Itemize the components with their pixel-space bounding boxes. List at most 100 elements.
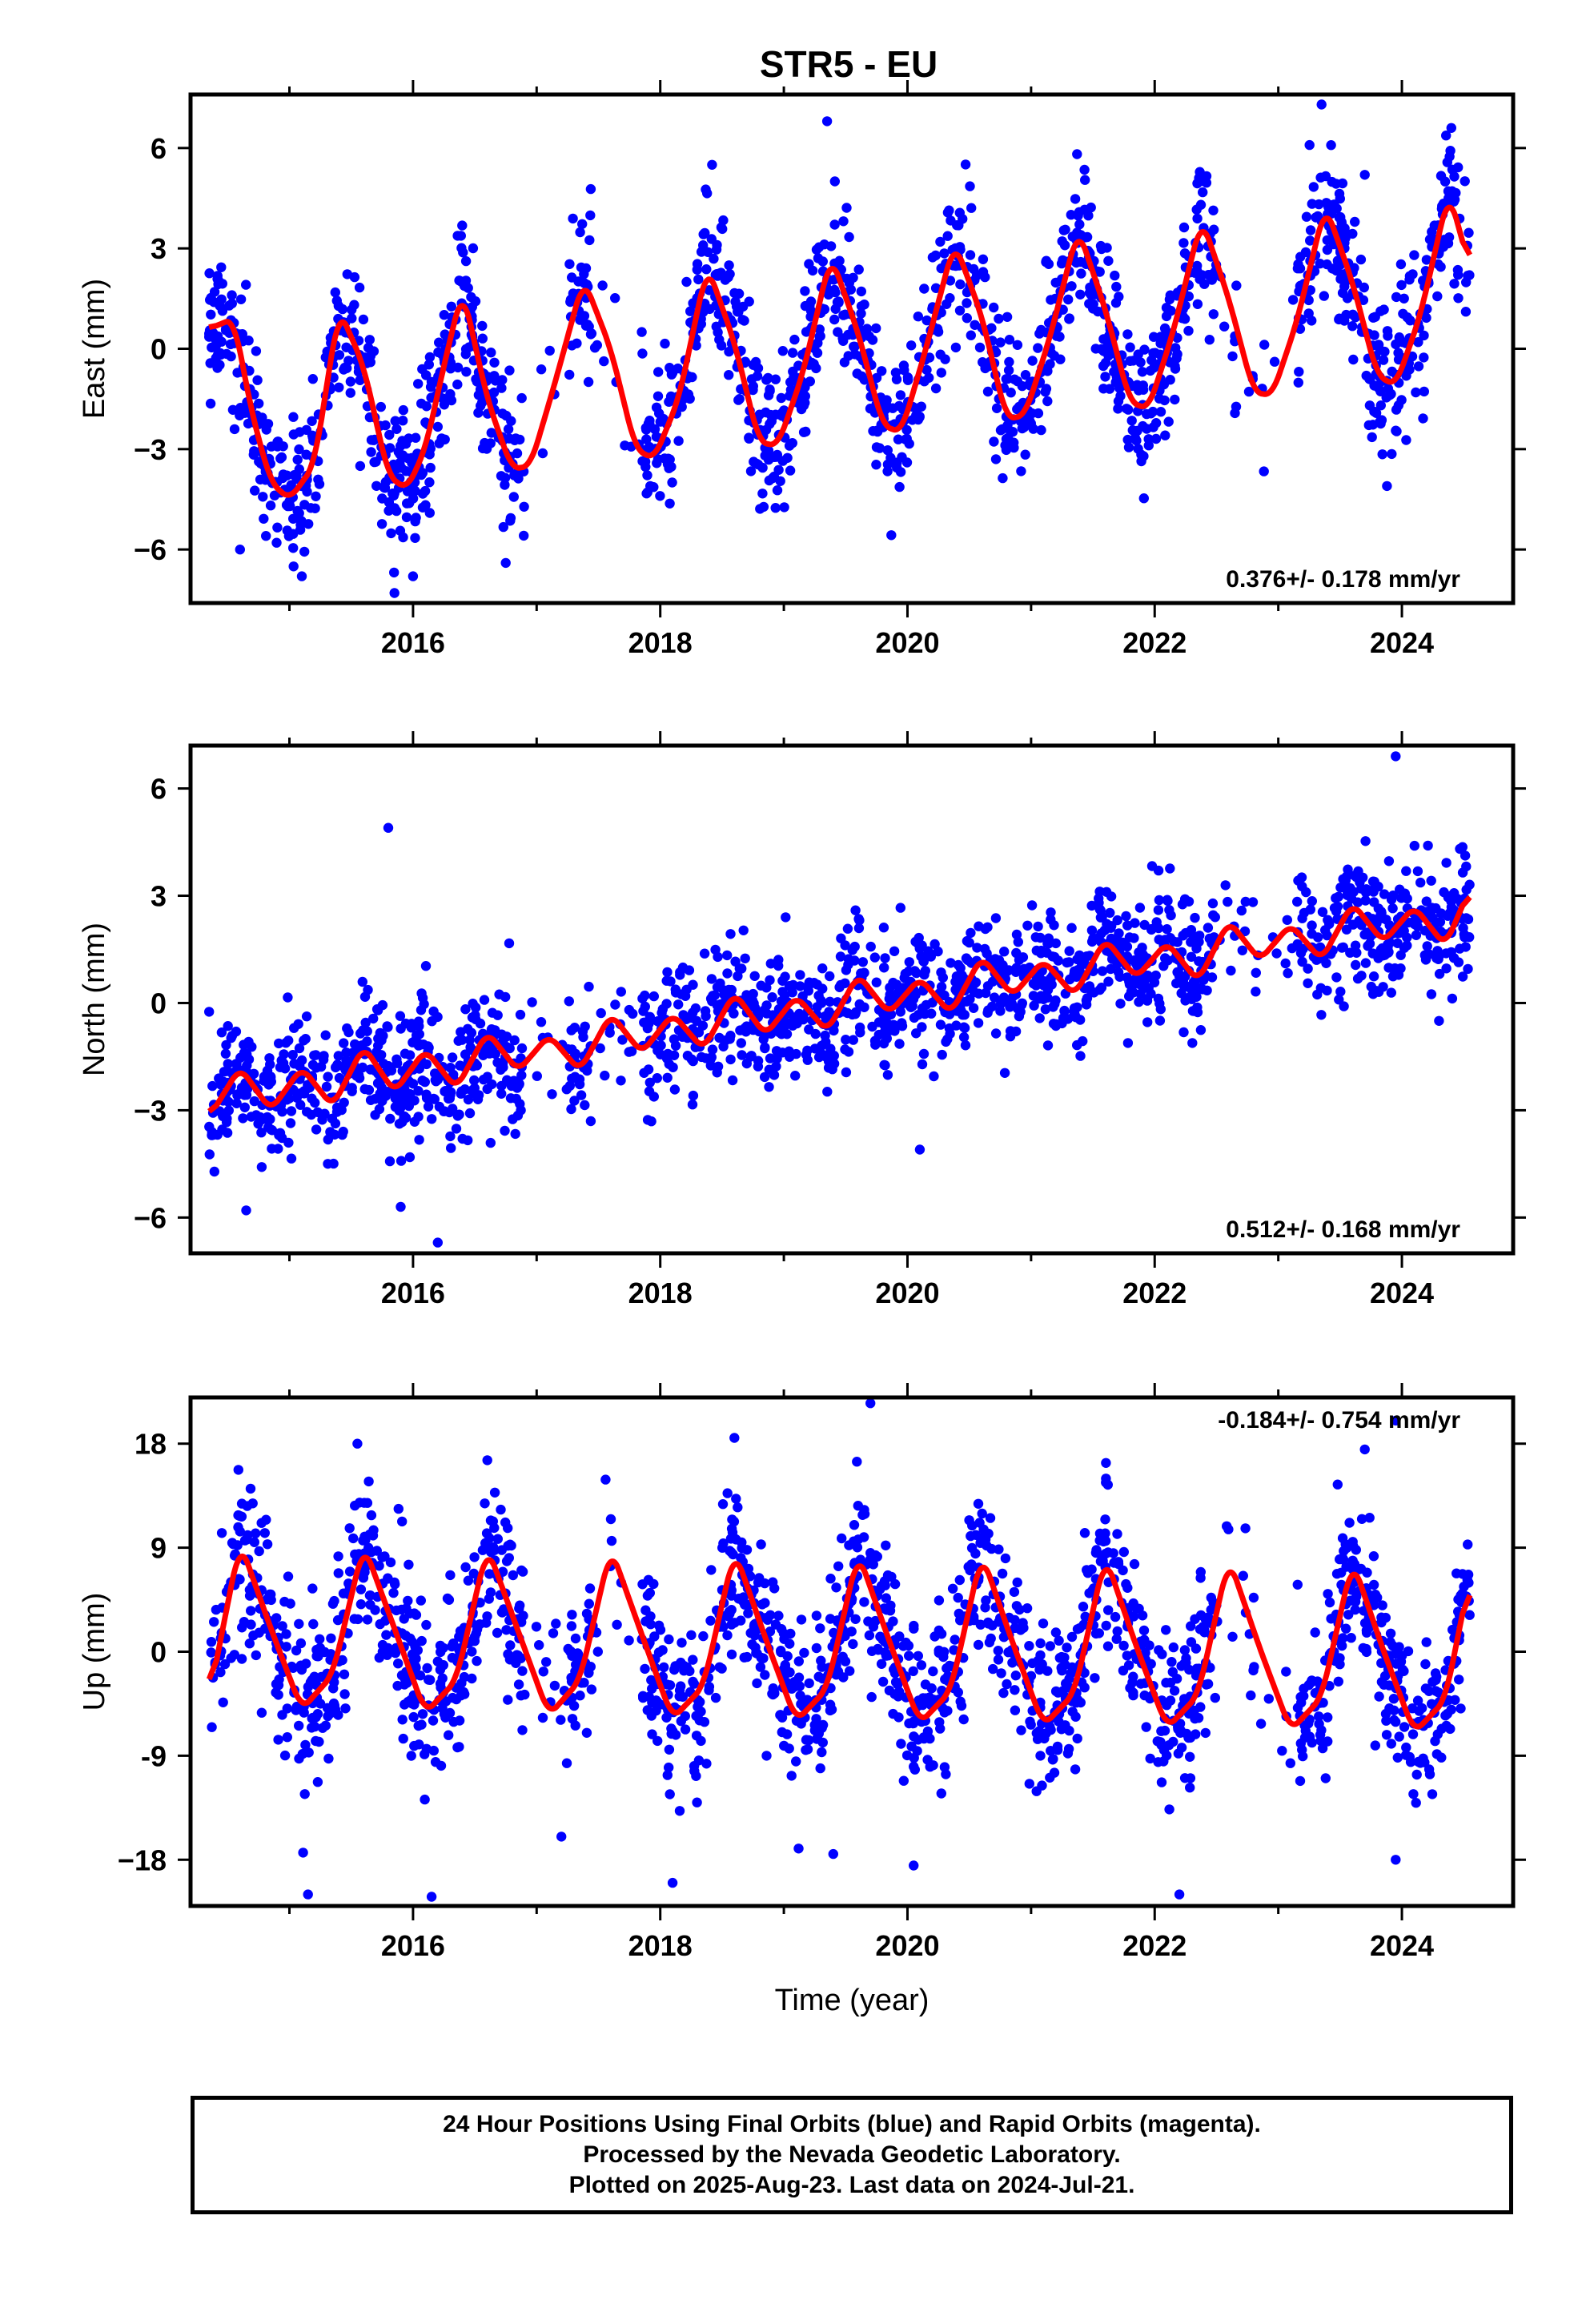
data-point [673, 363, 683, 374]
data-point [775, 476, 785, 486]
data-point [433, 347, 444, 358]
data-point [998, 1632, 1010, 1642]
data-point [1383, 331, 1393, 341]
data-point [1317, 907, 1328, 918]
data-point [263, 419, 274, 429]
data-point [934, 1647, 945, 1659]
data-point [1360, 895, 1371, 906]
data-point [482, 1084, 492, 1095]
data-point [758, 1653, 769, 1663]
data-point [1018, 422, 1030, 432]
data-point [1050, 995, 1061, 1006]
data-point [1249, 1662, 1259, 1672]
data-point [273, 1735, 283, 1745]
data-point [767, 992, 777, 1003]
data-point [1350, 1604, 1360, 1615]
data-point [987, 1001, 998, 1012]
data-point [456, 1027, 466, 1037]
data-point [448, 1104, 458, 1114]
data-point [1135, 988, 1146, 999]
data-point [1001, 433, 1012, 444]
data-point [1411, 930, 1422, 941]
data-point [1415, 877, 1426, 888]
data-point [1317, 1743, 1328, 1754]
data-point [1431, 1749, 1443, 1759]
data-point [718, 1041, 729, 1052]
data-point [1168, 1736, 1178, 1747]
data-point [307, 416, 317, 426]
data-point [460, 1562, 471, 1573]
data-point [997, 964, 1008, 975]
data-point [1161, 303, 1172, 313]
data-point [725, 1054, 736, 1065]
data-point [736, 1038, 746, 1048]
data-point [444, 1730, 454, 1740]
data-point [1347, 894, 1357, 904]
data-point [789, 372, 799, 383]
data-point [1006, 388, 1016, 398]
data-point [1062, 1642, 1072, 1653]
data-point [573, 276, 584, 287]
data-point [363, 343, 374, 353]
data-point [1156, 1777, 1167, 1787]
data-point [954, 305, 966, 316]
data-point [235, 294, 247, 304]
data-point [954, 1574, 966, 1586]
data-point [599, 356, 609, 367]
data-point [859, 300, 869, 310]
data-point [1434, 950, 1444, 961]
data-point [443, 1085, 454, 1096]
data-point [1203, 1679, 1214, 1689]
data-point [1142, 408, 1152, 420]
data-point [1172, 937, 1182, 947]
data-point [417, 502, 428, 513]
data-point [751, 458, 761, 468]
data-point [1392, 938, 1403, 949]
data-point [1122, 1038, 1134, 1048]
data-point [1368, 1579, 1379, 1590]
data-point [421, 1619, 432, 1630]
data-point [958, 1031, 970, 1043]
data-point [287, 1050, 298, 1060]
data-point [222, 1128, 233, 1138]
data-point [848, 272, 858, 283]
data-point [710, 270, 721, 280]
data-point [664, 1762, 674, 1773]
data-point [580, 1100, 590, 1111]
data-point [1161, 1678, 1171, 1688]
data-point [1464, 1610, 1475, 1620]
data-point [259, 513, 269, 524]
data-point [295, 1638, 307, 1649]
data-point [1102, 1641, 1114, 1651]
data-point [964, 937, 974, 948]
data-point [825, 996, 835, 1007]
data-point [537, 1712, 548, 1723]
data-point [1178, 238, 1189, 248]
data-point [439, 310, 449, 320]
data-point [1227, 351, 1238, 362]
data-point [889, 1578, 901, 1590]
data-point [945, 275, 956, 286]
data-point [686, 1012, 697, 1023]
data-point [212, 331, 223, 342]
data-point [1176, 1743, 1187, 1753]
data-point [886, 530, 897, 541]
data-point [394, 1119, 405, 1129]
data-point [990, 454, 1002, 464]
data-point [389, 588, 400, 598]
data-point [376, 1035, 387, 1046]
data-point [1331, 906, 1342, 917]
data-point [1118, 1565, 1128, 1576]
data-point [904, 438, 914, 449]
data-point [956, 1700, 967, 1711]
data-point [605, 1514, 616, 1525]
data-point [430, 1757, 441, 1767]
data-point [811, 1642, 822, 1654]
data-point [771, 1061, 781, 1072]
data-point [1034, 328, 1045, 339]
data-point [456, 1035, 468, 1045]
data-point [795, 970, 805, 980]
data-point [706, 974, 717, 984]
data-point [1382, 480, 1392, 492]
data-point [1178, 1027, 1189, 1038]
